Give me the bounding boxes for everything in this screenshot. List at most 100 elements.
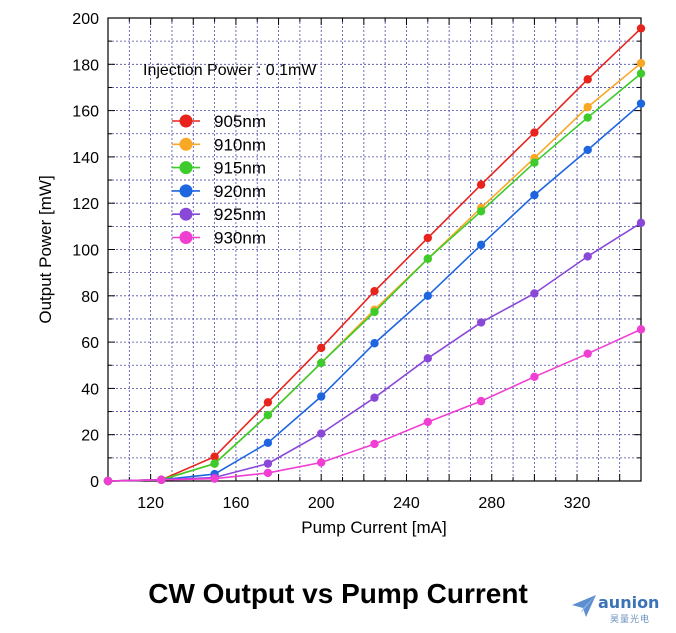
logo-plane-icon xyxy=(572,595,596,617)
data-point xyxy=(636,99,646,108)
data-point xyxy=(530,128,539,137)
grid xyxy=(108,18,641,481)
y-tick-label: 0 xyxy=(90,474,99,491)
data-point xyxy=(263,468,273,478)
logo-subtext: 昊量光电 xyxy=(610,615,651,625)
legend-swatch-marker xyxy=(179,114,193,128)
series-line xyxy=(107,72,642,482)
legend-label: 920nm xyxy=(214,182,266,201)
x-tick-label: 160 xyxy=(223,495,250,512)
data-point xyxy=(583,102,592,112)
data-point xyxy=(476,240,486,250)
y-tick-label: 180 xyxy=(72,57,99,74)
x-tick-label: 200 xyxy=(308,495,335,512)
data-point xyxy=(636,58,646,68)
y-axis-label: Output Power [mW] xyxy=(36,175,55,323)
legend-swatch-marker xyxy=(179,231,193,244)
data-point xyxy=(210,459,219,468)
legend-swatch-marker xyxy=(179,207,193,221)
x-tick-label: 240 xyxy=(393,495,420,512)
data-point xyxy=(636,24,646,33)
y-tick-label: 160 xyxy=(72,104,99,121)
y-tick-label: 140 xyxy=(72,150,99,167)
data-point xyxy=(423,291,432,300)
data-point xyxy=(317,458,326,467)
data-point xyxy=(476,396,486,406)
data-point xyxy=(530,372,539,382)
legend-item: 905nm xyxy=(172,112,266,131)
data-point xyxy=(583,75,592,84)
x-tick-label: 120 xyxy=(137,495,164,512)
data-point xyxy=(530,289,539,298)
legend-label: 925nm xyxy=(214,205,266,224)
data-point xyxy=(370,393,379,402)
chart: 120 160 200 240 280 320 0 20 40 60 80 100 120 140 160 1… xyxy=(36,11,646,537)
y-tick-label: 200 xyxy=(72,11,99,28)
legend-swatch-marker xyxy=(179,184,193,198)
data-point xyxy=(476,180,486,189)
data-point xyxy=(317,358,326,368)
series-930nm xyxy=(103,325,646,486)
data-point xyxy=(317,343,326,353)
data-point xyxy=(210,474,219,483)
legend-item: 910nm xyxy=(172,135,266,154)
series-915nm xyxy=(103,69,646,486)
data-point xyxy=(210,452,219,461)
data-point xyxy=(636,218,646,228)
y-tick-label: 80 xyxy=(81,289,99,306)
legend-swatch-marker xyxy=(179,137,193,151)
series-line xyxy=(107,27,642,482)
legend-item: 915nm xyxy=(172,159,266,178)
data-point xyxy=(103,476,113,486)
legend: 905nm 910nm 915nm 920nm 925nm 930nm xyxy=(172,112,266,248)
data-point xyxy=(476,318,486,327)
x-axis-label: Pump Current [mA] xyxy=(301,518,447,537)
data-point xyxy=(423,254,432,263)
data-point xyxy=(583,349,592,358)
data-point xyxy=(583,252,592,261)
y-tick-label: 100 xyxy=(72,243,99,260)
data-point xyxy=(530,158,539,167)
data-point xyxy=(530,190,539,200)
data-point xyxy=(423,354,432,363)
annotation-text: Injection Power : 0.1mW xyxy=(143,62,317,79)
data-point xyxy=(636,325,646,334)
data-point xyxy=(423,417,432,427)
data-point xyxy=(583,145,592,155)
series-line xyxy=(107,328,642,482)
legend-label: 930nm xyxy=(214,229,266,248)
data-point xyxy=(423,233,432,243)
chart-title: CW Output vs Pump Current xyxy=(148,578,528,609)
data-point xyxy=(263,398,273,407)
legend-label: 915nm xyxy=(214,159,266,178)
data-point xyxy=(317,429,326,438)
legend-item: 925nm xyxy=(172,205,266,224)
x-tick-label: 320 xyxy=(564,495,591,512)
data-point xyxy=(583,113,592,122)
y-tick-label: 60 xyxy=(81,335,99,352)
data-point xyxy=(263,438,273,448)
legend-item: 930nm xyxy=(172,229,266,248)
brand-logo: aunion 昊量光电 xyxy=(570,591,670,625)
data-point xyxy=(370,339,379,348)
legend-swatch-marker xyxy=(179,161,193,175)
y-tick-label: 120 xyxy=(72,196,99,213)
x-tick-label: 280 xyxy=(478,495,505,512)
legend-label: 910nm xyxy=(214,135,266,154)
legend-label: 905nm xyxy=(214,112,266,131)
legend-item: 920nm xyxy=(172,182,266,201)
data-point xyxy=(157,475,166,485)
y-tick-label: 40 xyxy=(81,381,99,398)
data-point xyxy=(476,207,486,216)
series-905nm xyxy=(103,24,646,486)
data-point xyxy=(263,410,273,420)
logo-text: aunion xyxy=(598,593,660,612)
data-point xyxy=(263,459,273,468)
y-tick-label: 20 xyxy=(81,428,99,445)
data-point xyxy=(370,307,379,317)
data-point xyxy=(636,69,646,78)
axis-ticks: 120 160 200 240 280 320 0 20 40 60 80 100 120 140 160 1… xyxy=(72,11,642,512)
data-point xyxy=(317,392,326,401)
data-point xyxy=(370,286,379,296)
data-point xyxy=(370,439,379,449)
